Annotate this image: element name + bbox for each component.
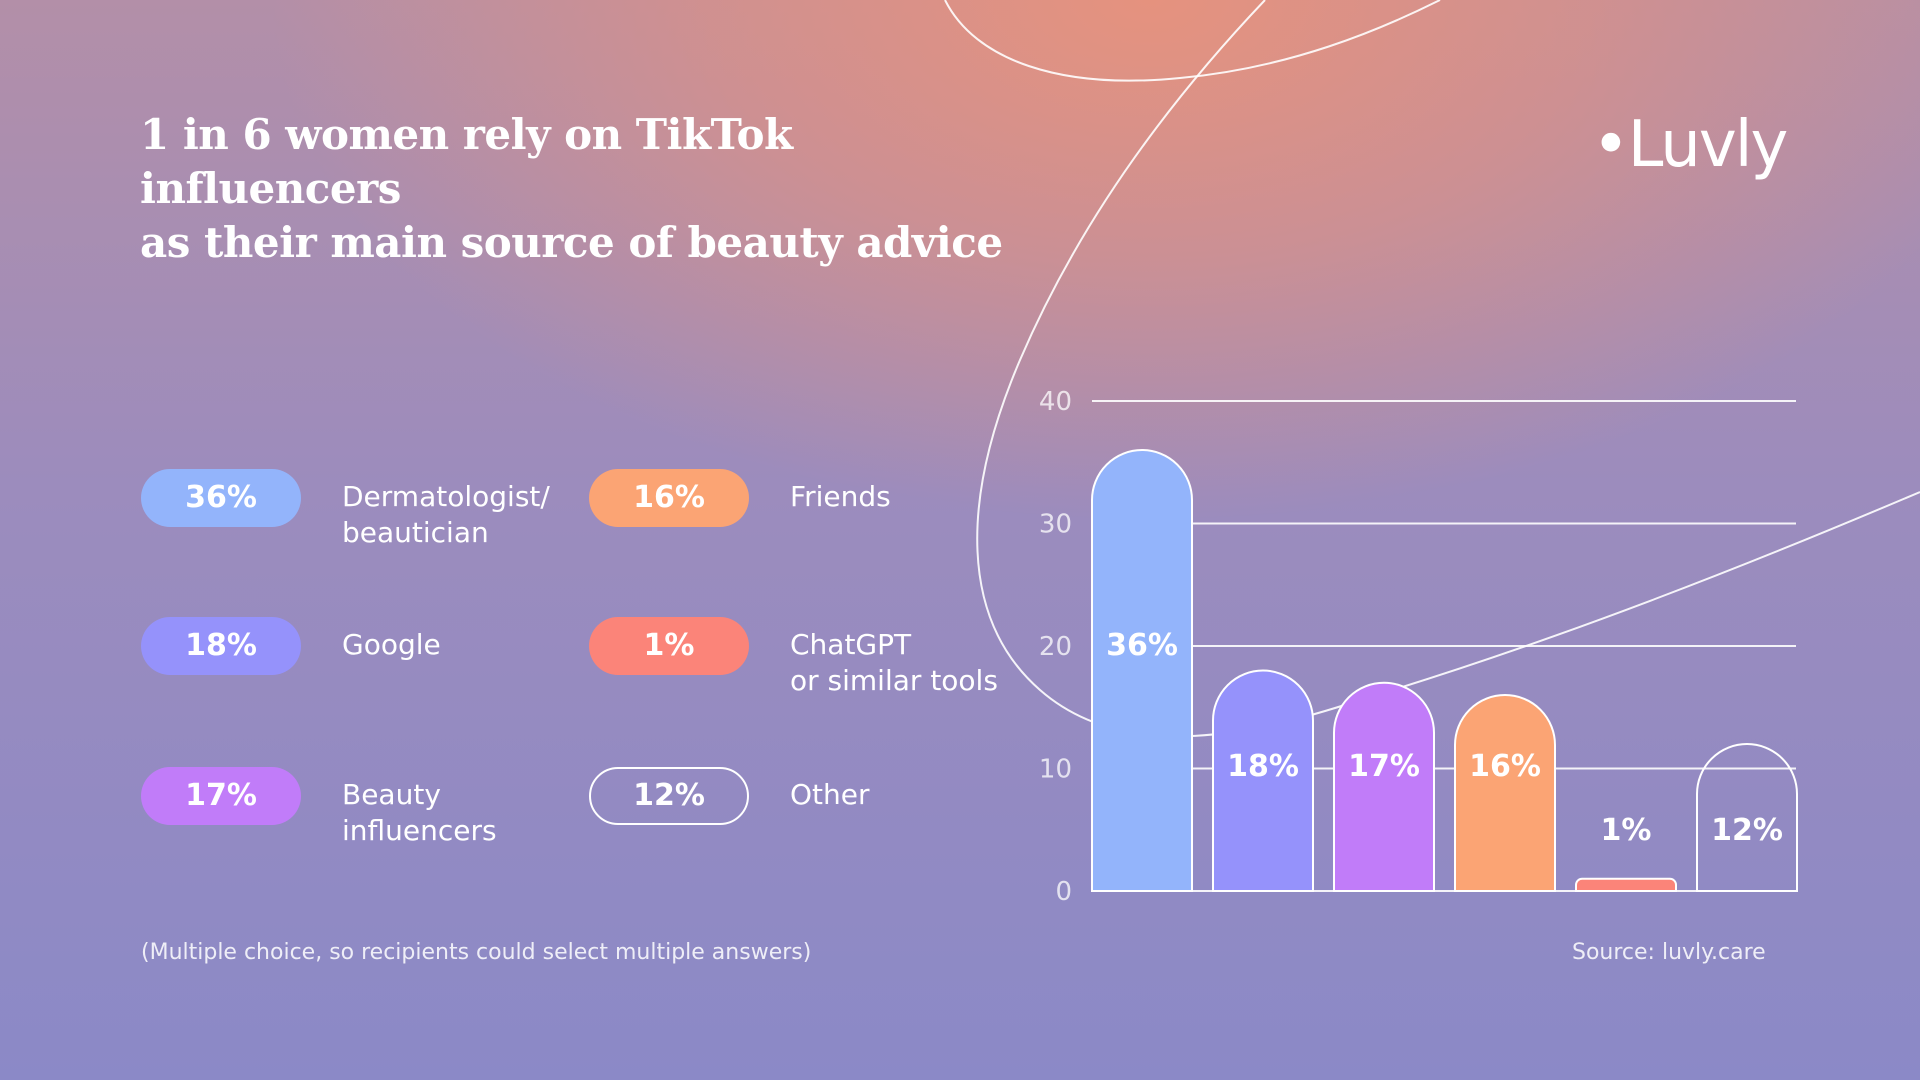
legend-label-line: Google xyxy=(342,628,441,661)
legend-label-line: Other xyxy=(790,778,870,811)
bar-data-label: 17% xyxy=(1348,749,1420,784)
bar xyxy=(1091,448,1193,892)
bar-data-label: 1% xyxy=(1601,813,1652,848)
y-tick-label: 10 xyxy=(1039,755,1072,785)
bar xyxy=(1212,669,1314,892)
legend-label-line: beautician xyxy=(342,516,489,549)
legend-label-line: Beauty xyxy=(342,778,441,811)
legend-label-friends: Friends xyxy=(790,479,1030,515)
legend-label-line: influencers xyxy=(342,814,497,847)
footnote: (Multiple choice, so recipients could se… xyxy=(141,940,812,965)
bar-data-label: 36% xyxy=(1106,628,1178,663)
page-title: 1 in 6 women rely on TikTok influencers … xyxy=(140,108,1040,270)
legend-label-line: Dermatologist/ xyxy=(342,480,550,513)
legend-pill-google: 18% xyxy=(141,617,301,675)
bar xyxy=(1454,693,1556,892)
y-tick-label: 40 xyxy=(1039,387,1072,417)
legend-label-line: ChatGPT xyxy=(790,628,912,661)
legend-pill-influencers: 17% xyxy=(141,767,301,825)
legend-pill-friends: 16% xyxy=(589,469,749,527)
title-line-1: 1 in 6 women rely on TikTok influencers xyxy=(140,110,793,213)
source-credit: Source: luvly.care xyxy=(1572,940,1766,965)
legend-label-chatgpt: ChatGPT or similar tools xyxy=(790,627,1030,699)
legend-label-other: Other xyxy=(790,777,1030,813)
luvly-logo: •Luvly xyxy=(1592,108,1788,182)
bar-data-label: 16% xyxy=(1469,749,1541,784)
y-tick-label: 20 xyxy=(1039,632,1072,662)
legend-pill-chatgpt: 1% xyxy=(589,617,749,675)
bar-data-label: 12% xyxy=(1711,813,1783,848)
legend-label-line: or similar tools xyxy=(790,664,998,697)
legend-label-influencers: Beauty influencers xyxy=(342,777,582,849)
legend-pill-other: 12% xyxy=(589,767,749,825)
title-line-2: as their main source of beauty advice xyxy=(140,218,1003,267)
y-tick-label: 0 xyxy=(1055,877,1072,907)
legend-label-google: Google xyxy=(342,627,582,663)
legend-label-dermatologist: Dermatologist/ beautician xyxy=(342,479,582,551)
y-tick-label: 30 xyxy=(1039,510,1072,540)
legend-label-line: Friends xyxy=(790,480,891,513)
bar xyxy=(1575,877,1677,892)
legend-pill-dermatologist: 36% xyxy=(141,469,301,527)
bar xyxy=(1333,681,1435,892)
bar xyxy=(1696,742,1798,892)
bar-data-label: 18% xyxy=(1227,749,1299,784)
